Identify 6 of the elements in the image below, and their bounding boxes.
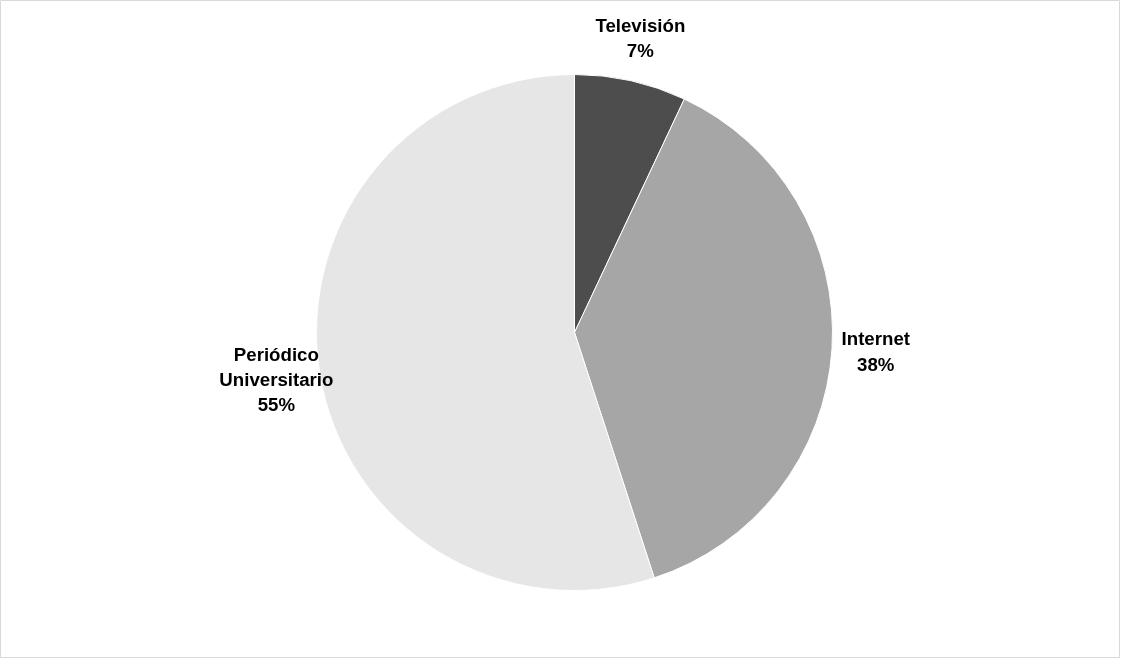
slice-label: Periódico Universitario: [219, 344, 334, 391]
data-label: 55%: [257, 394, 296, 416]
slice-label: Televisión: [595, 14, 686, 36]
slice-label: Internet: [841, 328, 910, 350]
data-label: 38%: [857, 353, 895, 375]
data-label: 7%: [626, 40, 655, 62]
